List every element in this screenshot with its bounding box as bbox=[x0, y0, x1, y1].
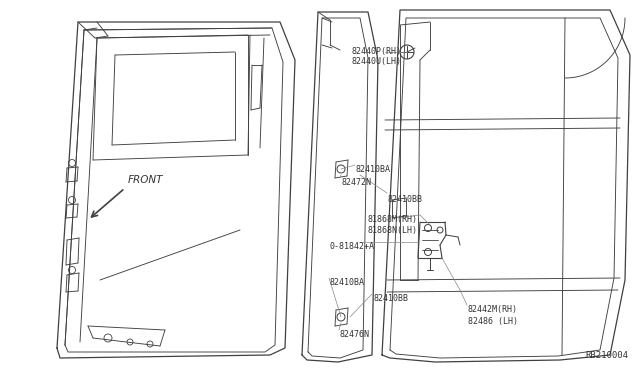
Text: 82486 (LH): 82486 (LH) bbox=[468, 317, 518, 326]
Text: 82440U(LH): 82440U(LH) bbox=[352, 57, 402, 66]
Text: 82472N: 82472N bbox=[341, 178, 371, 187]
Text: RB210004: RB210004 bbox=[585, 351, 628, 360]
Text: 82440P(RH): 82440P(RH) bbox=[352, 47, 402, 56]
Text: 81868M(RH): 81868M(RH) bbox=[368, 215, 418, 224]
Text: 81868N(LH): 81868N(LH) bbox=[368, 226, 418, 235]
Text: 82410BA: 82410BA bbox=[356, 165, 391, 174]
Text: 82410BB: 82410BB bbox=[373, 294, 408, 303]
Text: 0-81842+A: 0-81842+A bbox=[330, 242, 375, 251]
Text: 82410BB: 82410BB bbox=[388, 195, 423, 204]
Text: 82410BA: 82410BA bbox=[330, 278, 365, 287]
Text: 82476N: 82476N bbox=[340, 330, 370, 339]
Text: 82442M(RH): 82442M(RH) bbox=[468, 305, 518, 314]
Text: FRONT: FRONT bbox=[128, 175, 163, 185]
